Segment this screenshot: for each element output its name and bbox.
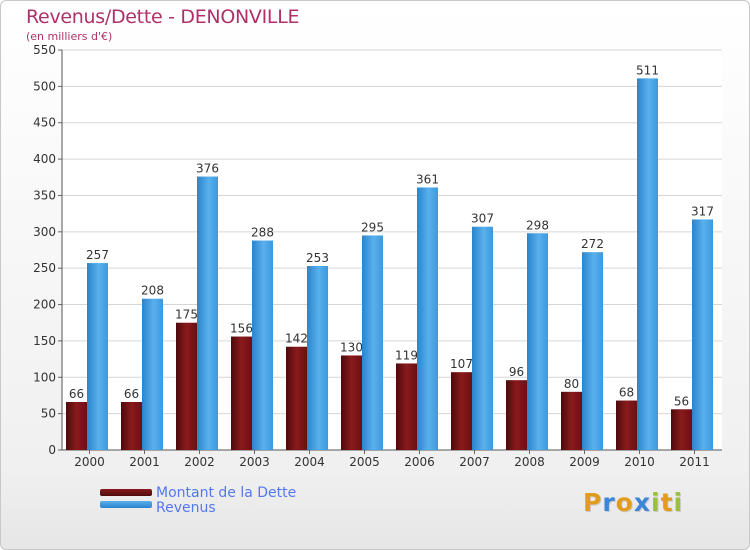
x-tick-label: 2005 [349, 455, 380, 469]
logo-letter: t [660, 488, 674, 517]
logo-letter: r [602, 488, 616, 517]
bar-debt [396, 363, 417, 450]
bar-debt [616, 400, 637, 450]
proxiti-logo: Proxiti [583, 488, 683, 517]
bar-debt [176, 322, 197, 450]
bar-debt [66, 402, 87, 450]
x-tick-label: 2010 [624, 455, 655, 469]
y-tick-label: 500 [33, 79, 56, 93]
legend-label-revenue: Revenus [156, 500, 216, 516]
x-tick-label: 2003 [239, 455, 270, 469]
data-label-revenue: 257 [86, 248, 109, 262]
x-tick-label: 2000 [74, 455, 105, 469]
y-tick-label: 300 [33, 225, 56, 239]
data-label-revenue: 288 [251, 226, 274, 240]
data-label-revenue: 511 [636, 63, 659, 77]
bar-debt [561, 391, 582, 450]
bar-revenue [252, 240, 273, 450]
y-tick-label: 400 [33, 152, 56, 166]
y-tick-label: 50 [41, 407, 56, 421]
x-tick-label: 2007 [459, 455, 490, 469]
x-tick-label: 2004 [294, 455, 325, 469]
data-label-debt: 130 [340, 340, 363, 354]
data-label-debt: 156 [230, 322, 253, 336]
y-tick-label: 350 [33, 188, 56, 202]
data-label-revenue: 361 [416, 172, 439, 186]
plot-area [62, 50, 722, 450]
bar-debt [451, 372, 472, 450]
x-tick-label: 2008 [514, 455, 545, 469]
x-tick-label: 2002 [184, 455, 215, 469]
bar-debt [341, 355, 362, 450]
chart-title: Revenus/Dette - DENONVILLE [26, 6, 300, 28]
x-tick-label: 2011 [679, 455, 710, 469]
chart-subtitle: (en milliers d'€) [26, 30, 113, 43]
data-label-revenue: 298 [526, 218, 549, 232]
y-tick-label: 250 [33, 261, 56, 275]
logo-letter: o [615, 488, 634, 517]
data-label-debt: 96 [509, 365, 524, 379]
bar-revenue [527, 233, 548, 450]
bar-revenue [142, 298, 163, 450]
x-tick-label: 2006 [404, 455, 435, 469]
data-label-debt: 175 [175, 308, 198, 322]
legend-swatch-revenue [100, 501, 152, 508]
bar-revenue [307, 266, 328, 450]
y-tick-label: 450 [33, 116, 56, 130]
data-label-debt: 119 [395, 348, 418, 362]
logo-letter: x [633, 488, 651, 517]
data-label-debt: 68 [619, 386, 634, 400]
legend-swatch-debt [100, 489, 152, 496]
bar-revenue [582, 252, 603, 450]
bar-revenue [637, 78, 658, 450]
bar-revenue [197, 176, 218, 450]
x-tick-label: 2009 [569, 455, 600, 469]
bar-debt [506, 380, 527, 450]
bar-revenue [472, 226, 493, 450]
y-tick-label: 100 [33, 370, 56, 384]
data-label-revenue: 208 [141, 284, 164, 298]
bar-debt [231, 336, 252, 450]
bar-debt [286, 346, 307, 450]
bar-revenue [87, 263, 108, 450]
data-label-revenue: 253 [306, 251, 329, 265]
data-label-debt: 66 [69, 387, 84, 401]
bar-debt [121, 402, 142, 450]
x-tick-label: 2001 [129, 455, 160, 469]
data-label-debt: 66 [124, 387, 139, 401]
logo-letter: i [651, 488, 661, 517]
logo-letter: i [673, 488, 684, 517]
data-label-revenue: 307 [471, 212, 494, 226]
data-label-debt: 56 [674, 394, 689, 408]
data-label-debt: 107 [450, 357, 473, 371]
logo-letter: P [583, 488, 603, 517]
data-label-revenue: 295 [361, 220, 384, 234]
legend-label-debt: Montant de la Dette [156, 485, 297, 501]
data-label-revenue: 376 [196, 162, 219, 176]
data-label-revenue: 272 [581, 237, 604, 251]
y-tick-label: 150 [33, 334, 56, 348]
y-tick-label: 0 [48, 443, 56, 457]
data-label-debt: 142 [285, 332, 308, 346]
bar-revenue [417, 187, 438, 451]
bar-revenue [362, 235, 383, 450]
bar-debt [671, 409, 692, 450]
y-tick-label: 550 [33, 43, 56, 57]
bar-revenue [692, 219, 713, 450]
data-label-debt: 80 [564, 377, 579, 391]
data-label-revenue: 317 [691, 204, 714, 218]
y-tick-label: 200 [33, 298, 56, 312]
